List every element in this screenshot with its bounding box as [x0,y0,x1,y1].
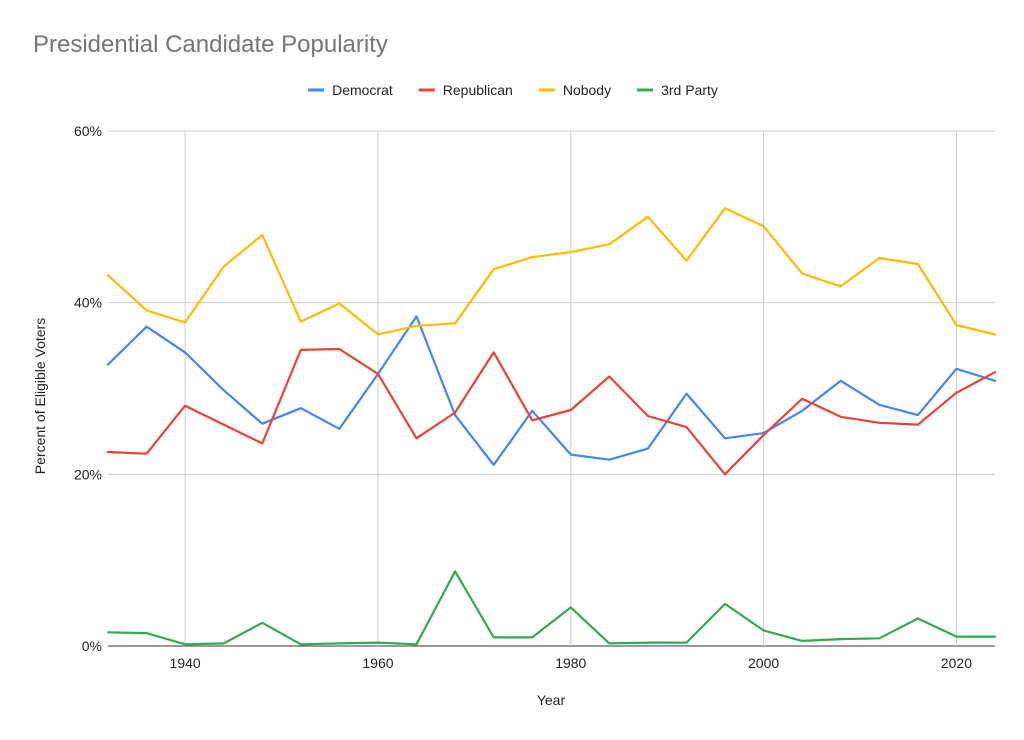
legend-label: 3rd Party [661,82,718,98]
legend-label: Democrat [332,82,393,98]
legend-item: 3rd Party [637,82,718,98]
legend-label: Republican [443,82,513,98]
legend-item: Democrat [308,82,393,98]
y-tick-label: 60% [74,123,102,139]
chart-title: Presidential Candidate Popularity [33,31,388,58]
series-lines [106,207,997,646]
legend-item: Republican [418,82,513,98]
series-line-nobody [106,207,997,336]
legend: Democrat Republican Nobody 3rd Party [308,82,718,98]
x-tick-label: 2020 [941,655,972,671]
y-tick-label: 20% [74,466,102,482]
legend-swatch [418,88,435,92]
axis-ticks: 0% 20% 40% 60% 1940 1960 1980 2000 2020 [74,123,972,671]
series-line-democrat [106,315,997,466]
legend-label: Nobody [563,82,611,98]
legend-item: Nobody [538,82,611,98]
y-axis-title: Percent of Eligible Voters [32,318,48,474]
series-line-3rd-party [106,570,997,646]
x-tick-label: 1960 [362,655,393,671]
y-tick-label: 40% [74,295,102,311]
series-line-republican [106,347,997,476]
x-tick-label: 2000 [748,655,779,671]
legend-swatch [637,88,654,92]
grid [108,130,995,647]
x-axis-title: Year [537,692,566,708]
x-tick-label: 1980 [555,655,586,671]
legend-swatch [538,88,555,92]
legend-swatch [308,88,325,92]
x-tick-label: 1940 [170,655,201,671]
y-tick-label: 0% [82,638,102,654]
